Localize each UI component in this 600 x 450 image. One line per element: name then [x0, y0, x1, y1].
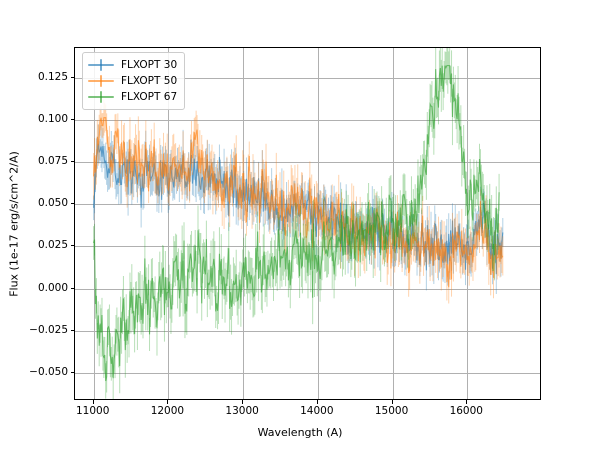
y-tick: [70, 203, 74, 205]
x-axis-label: Wavelength (A): [257, 426, 343, 439]
y-tick-label: −0.050: [29, 366, 68, 379]
legend-label-flxopt-30: FLXOPT 30: [121, 59, 178, 71]
legend-marker-flxopt-50: [88, 74, 114, 88]
chart-legend: FLXOPT 30 FLXOPT 50 FLXOPT 67: [82, 52, 186, 110]
x-tick-label: 11000: [75, 405, 110, 417]
x-gridline: [168, 48, 170, 399]
y-tick-label: 0.100: [37, 112, 68, 125]
x-gridline: [243, 48, 245, 399]
y-axis-label: Flux (1e-17 erg/s/cm^2/A): [7, 151, 21, 297]
x-tick: [466, 400, 468, 404]
x-tick: [316, 400, 318, 404]
x-tick-label: 14000: [300, 405, 334, 417]
y-tick-label: 0.000: [37, 281, 68, 294]
x-gridline: [467, 48, 469, 399]
y-gridline: [75, 288, 540, 290]
y-tick: [70, 329, 74, 331]
y-gridline: [75, 162, 540, 163]
y-tick-label: 0.125: [37, 70, 68, 83]
series-flxopt-50: [93, 99, 504, 304]
y-tick: [70, 287, 74, 289]
y-tick: [70, 161, 74, 162]
x-tick-label: 13000: [225, 405, 259, 417]
series-flxopt-67: [93, 48, 500, 399]
legend-marker-flxopt-30: [88, 58, 114, 72]
x-tick: [242, 400, 244, 404]
series-line: [93, 117, 504, 288]
legend-item[interactable]: FLXOPT 30: [88, 57, 177, 73]
x-tick: [92, 400, 94, 404]
series-line: [93, 65, 500, 382]
legend-label-flxopt-67: FLXOPT 67: [121, 91, 178, 103]
x-tick: [167, 400, 169, 404]
y-tick-label: 0.075: [37, 155, 68, 167]
y-tick: [70, 245, 74, 247]
y-gridline: [75, 330, 540, 332]
x-tick-label: 12000: [150, 405, 185, 417]
x-gridline: [93, 48, 95, 399]
y-tick-label: −0.025: [29, 323, 68, 336]
y-tick: [70, 118, 74, 120]
x-tick-label: 16000: [449, 405, 483, 417]
y-tick-label: 0.025: [37, 239, 68, 252]
legend-label-flxopt-50: FLXOPT 50: [121, 75, 178, 87]
legend-item[interactable]: FLXOPT 50: [88, 73, 177, 89]
y-tick: [70, 372, 74, 374]
y-gridline: [75, 119, 540, 121]
series-errorbars: [93, 99, 504, 304]
series-errorbars: [93, 48, 500, 399]
x-tick: [391, 400, 393, 404]
x-gridline: [392, 48, 394, 399]
legend-item[interactable]: FLXOPT 67: [88, 89, 177, 105]
x-tick-label: 15000: [374, 405, 409, 417]
y-gridline: [75, 204, 540, 206]
y-tick-label: 0.050: [37, 197, 68, 210]
legend-marker-flxopt-67: [88, 90, 114, 104]
y-gridline: [75, 77, 540, 79]
y-tick: [70, 76, 74, 78]
series-layer: [93, 48, 504, 399]
y-gridline: [75, 373, 540, 375]
